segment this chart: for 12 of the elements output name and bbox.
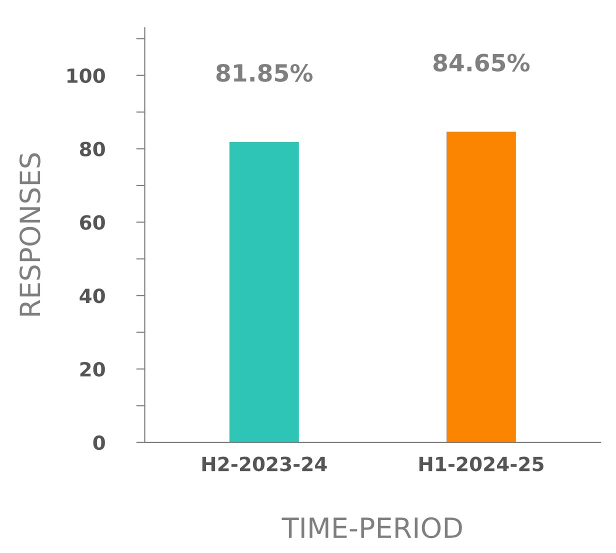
y-tick-label: 80 xyxy=(80,142,105,156)
y-tick-label: 20 xyxy=(80,362,105,377)
data-label: 84.65% xyxy=(433,54,530,72)
y-tick-label: 60 xyxy=(80,215,105,230)
y-tick-label: 0 xyxy=(93,435,105,450)
x-tick-label: H1-2024-25 xyxy=(419,456,544,472)
x-tick-label: H2-2023-24 xyxy=(202,456,327,472)
y-tick-label: 40 xyxy=(80,288,105,304)
data-label: 81.85% xyxy=(216,64,313,82)
y-tick-label: 100 xyxy=(67,68,105,84)
x-axis-title: TIME-PERIOD xyxy=(282,517,462,538)
y-axis-title: RESPONSES xyxy=(19,153,40,316)
